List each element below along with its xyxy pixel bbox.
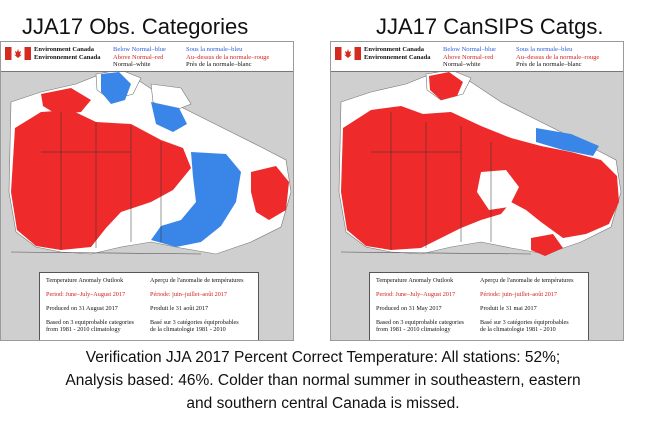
basis-en-1: Based on 3 equiprobable categories <box>46 319 134 326</box>
legend-below-fr: Sous la normale–bleu <box>516 46 573 53</box>
outlook-title-fr: Aperçu de l'anomalie de températures <box>150 277 244 284</box>
normal-pocket <box>477 170 519 210</box>
basis-en-2: from 1981 - 2010 climatology <box>46 326 121 333</box>
period-fr: Période: juin–juillet–août 2017 <box>480 291 557 298</box>
basis-fr-1: Basé sur 3 catégories équiprobables <box>480 319 569 326</box>
left-map-title: JJA17 Obs. Categories <box>22 14 249 39</box>
legend-normal-fr: Près de la normale–blanc <box>186 61 252 68</box>
basis-fr-2: de la climatologie 1981 - 2010 <box>480 326 556 333</box>
above-normal-west <box>11 110 191 250</box>
agency-en: Environment Canada <box>34 46 95 53</box>
produced-en: Produced on 31 May 2017 <box>376 305 442 312</box>
outlook-title-en: Temperature Anomaly Outlook <box>46 277 124 284</box>
legend-above-en: Above Normal–red <box>113 53 164 61</box>
period-fr: Période: juin–juillet–août 2017 <box>150 291 227 298</box>
basis-fr-2: de la climatologie 1981 - 2010 <box>150 326 226 333</box>
agency-name: Environment Canada Environnement Canada <box>34 46 101 61</box>
right-map-title: JJA17 CanSIPS Catgs. <box>376 14 604 39</box>
legend-normal-en: Normal–white <box>113 61 151 68</box>
produced-fr: Produit le 31 août 2017 <box>150 305 209 312</box>
agency-en: Environment Canada <box>364 46 425 53</box>
legend-above-fr: Au–dessus de la normale–rouge <box>516 53 600 61</box>
agency-fr: Environnement Canada <box>34 53 101 61</box>
below-normal-arctic <box>101 72 131 104</box>
caption-line-2: Analysis based: 46%. Colder than normal … <box>65 372 581 389</box>
basis-fr-1: Basé sur 3 catégories équiprobables <box>150 319 239 326</box>
map-header: Environment Canada Environnement Canada … <box>1 42 293 72</box>
below-normal-strip <box>536 128 599 156</box>
map-header: Environment Canada Environnement Canada … <box>331 42 623 72</box>
legend-en: Below Normal–blue Above Normal–red Norma… <box>443 46 496 69</box>
observed-categories-map: Environment Canada Environnement Canada … <box>0 41 294 341</box>
canada-flag-icon <box>5 47 31 60</box>
cansips-categories-map: Environment Canada Environnement Canada … <box>330 41 624 341</box>
legend-normal-fr: Près de la normale–blanc <box>516 61 582 68</box>
legend-above-en: Above Normal–red <box>443 53 494 61</box>
legend-en: Below Normal–blue Above Normal–red Norma… <box>113 46 166 69</box>
period-en: Period: June–July–August 2017 <box>46 291 126 298</box>
produced-fr: Produit le 31 mai 2017 <box>480 305 537 312</box>
verification-caption: Verification JJA 2017 Percent Correct Te… <box>0 346 646 415</box>
below-normal-southeast <box>151 152 241 247</box>
outlook-title-fr: Aperçu de l'anomalie de températures <box>480 277 574 284</box>
caption-line-3: and southern central Canada is missed. <box>186 395 460 412</box>
period-en: Period: June–July–August 2017 <box>376 291 456 298</box>
agency-fr: Environnement Canada <box>364 53 431 61</box>
outlook-info-box: Temperature Anomaly Outlook Period: June… <box>369 272 589 340</box>
above-normal-east <box>251 166 289 220</box>
legend-normal-en: Normal–white <box>443 61 481 68</box>
legend-below-fr: Sous la normale–bleu <box>186 46 243 53</box>
agency-name: Environment Canada Environnement Canada <box>364 46 431 61</box>
legend-below-en: Below Normal–blue <box>113 46 166 53</box>
produced-en: Produced on 31 August 2017 <box>46 305 118 312</box>
caption-line-1: Verification JJA 2017 Percent Correct Te… <box>85 349 561 366</box>
legend-fr: Sous la normale–bleu Au–dessus de la nor… <box>186 46 269 69</box>
legend-fr: Sous la normale–bleu Au–dessus de la nor… <box>516 46 599 69</box>
basis-en-1: Based on 3 equiprobable categories <box>376 319 464 326</box>
basis-en-2: from 1981 - 2010 climatology <box>376 326 451 333</box>
outlook-title-en: Temperature Anomaly Outlook <box>376 277 454 284</box>
outlook-info-box: Temperature Anomaly Outlook Period: June… <box>39 272 259 340</box>
legend-above-fr: Au–dessus de la normale–rouge <box>186 53 270 61</box>
canada-flag-icon <box>335 47 361 60</box>
legend-below-en: Below Normal–blue <box>443 46 496 53</box>
